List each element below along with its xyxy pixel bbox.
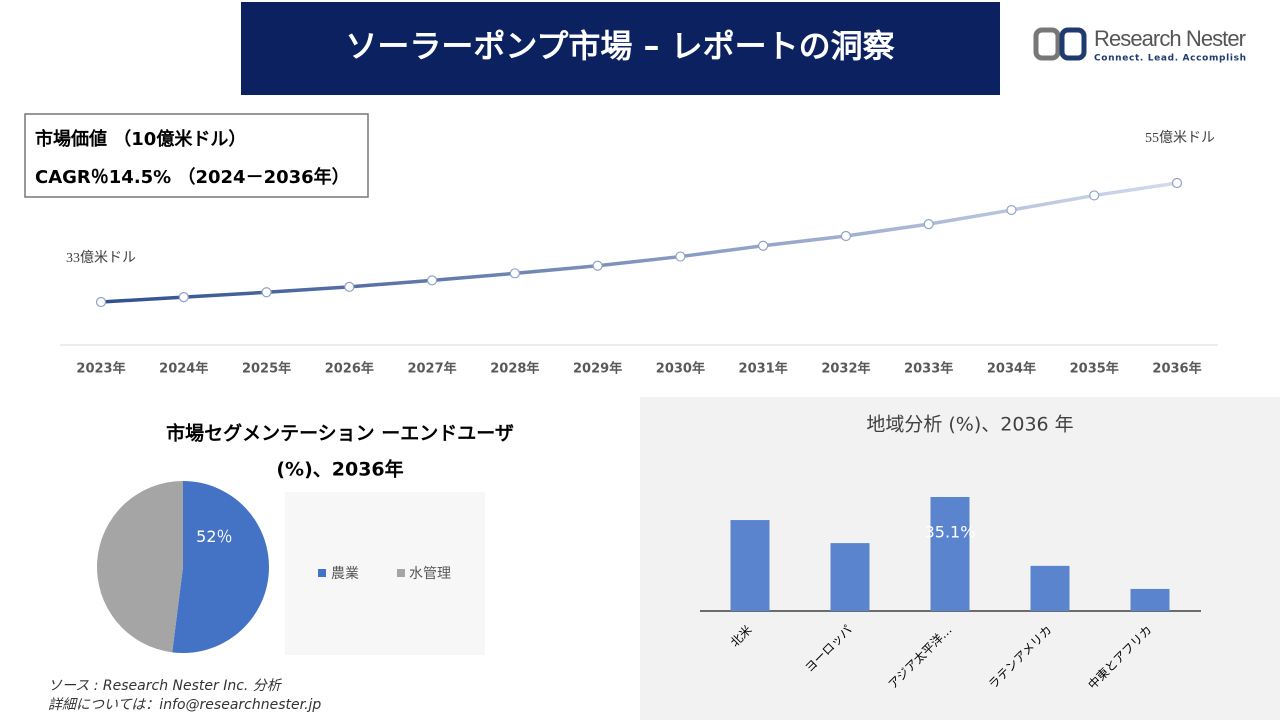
legend-label: 農業: [331, 566, 359, 582]
pie-title: (%)、2036年: [276, 458, 403, 481]
value-label: 55億米ドル: [1145, 130, 1215, 146]
pie-slice: [172, 481, 270, 653]
legend-swatch: [318, 569, 326, 577]
point: [344, 281, 355, 292]
legend-swatch: [397, 569, 405, 577]
logo-tagline: Connect. Lead. Accomplish: [1094, 54, 1246, 64]
x-tick-label: 2032年: [821, 361, 870, 377]
info-text: CAGR％14.5% （2024－2036年）: [35, 166, 350, 188]
pie-legend-box: [285, 492, 485, 655]
x-tick-label: 2029年: [573, 361, 622, 377]
header-banner: [241, 2, 1000, 95]
x-tick-label: 2034年: [987, 361, 1036, 377]
point: [592, 260, 603, 271]
x-tick-label: 2025年: [242, 361, 291, 377]
bar: [830, 543, 870, 611]
logo-icon: [1059, 27, 1087, 61]
bar: [1130, 588, 1170, 611]
pie-title: 市場セグメンテーション ーエンドユーザ: [166, 422, 514, 445]
x-tick-label: 2035年: [1070, 361, 1119, 377]
point: [509, 268, 520, 279]
x-tick-label: 2030年: [656, 361, 705, 377]
point: [758, 240, 769, 251]
source-text: ソース : Research Nester Inc. 分析: [48, 678, 283, 694]
point: [675, 251, 686, 262]
point: [923, 219, 934, 230]
x-tick-label: 2036年: [1152, 361, 1201, 377]
value-label: 52％: [196, 527, 232, 546]
line: [100, 181, 1178, 304]
x-tick-label: 2024年: [159, 361, 208, 377]
point: [1006, 204, 1017, 216]
header-title: ソーラーポンプ市場 – レポートの洞察: [345, 27, 894, 65]
point: [1171, 177, 1183, 189]
pie-slice: [97, 481, 183, 653]
x-tick-label: 2027年: [407, 361, 456, 377]
logo-icon: [1033, 27, 1061, 61]
point: [426, 275, 438, 286]
x-tick-label: 2026年: [325, 361, 374, 377]
x-tick-label: 2028年: [490, 361, 539, 377]
point: [840, 230, 852, 242]
logo-name: Research Nester: [1094, 26, 1246, 51]
point: [261, 287, 272, 298]
source-text: 詳細については：info@researchnester.jp: [48, 697, 321, 713]
x-tick-label: 2033年: [904, 361, 953, 377]
point: [178, 292, 189, 303]
point: [95, 296, 107, 308]
x-tick-label: 2023年: [76, 361, 125, 377]
legend-label: 水管理: [409, 566, 451, 582]
bar-title: 地域分析 (%)、2036 年: [866, 414, 1073, 436]
value-label: 35.1%: [925, 523, 976, 542]
info-box: [24, 113, 369, 198]
info-text: 市場価値 （10億米ドル）: [35, 128, 246, 150]
bar: [1030, 565, 1070, 611]
x-tick-label: 2031年: [739, 361, 788, 377]
point: [1089, 190, 1100, 201]
value-label: 33億米ドル: [66, 250, 136, 266]
bar: [730, 520, 770, 611]
logo: Research Nester Connect. Lead. Accomplis…: [1033, 26, 1246, 64]
bar: [930, 497, 970, 611]
